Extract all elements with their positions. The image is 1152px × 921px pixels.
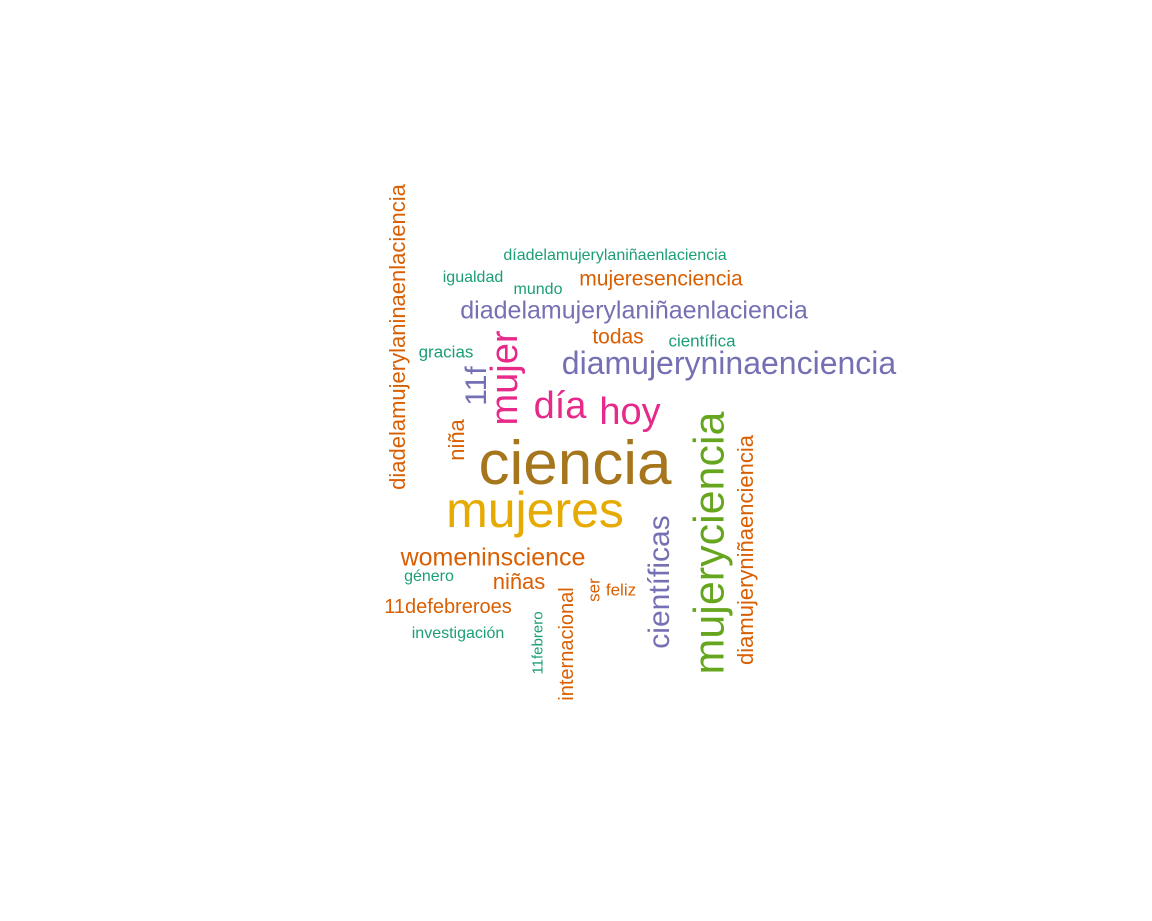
word-genero: género — [404, 568, 454, 585]
word-11febrero: 11febrero — [529, 611, 547, 675]
word-nina: niña — [444, 419, 469, 461]
word-diadelamujerylaninaenlaciencia-teal: díadelamujerylaniñaenlaciencia — [503, 247, 727, 264]
word-mujeryciencia: mujeryciencia — [685, 411, 734, 675]
word-feliz: feliz — [605, 580, 637, 600]
word-womeninscience: womeninscience — [400, 543, 586, 572]
word-internacional: internacional — [556, 587, 578, 701]
word-diadelamujerylaninaenlaciencia-purple: diadelamujerylaniñaenlaciencia — [460, 296, 808, 325]
word-diamujeryninaenciencia: diamujeryninaenciencia — [561, 345, 897, 381]
word-mundo: mundo — [513, 281, 563, 298]
word-gracias: gracias — [418, 342, 474, 362]
word-investigacion: investigación — [411, 625, 505, 642]
word-mujeres: mujeres — [446, 482, 624, 538]
word-mujeresenciencia: mujeresenciencia — [579, 267, 743, 291]
word-diamujeryninaenciencia-orange: diamujeryniñaenciencia — [733, 435, 758, 665]
word-cientifica: científica — [668, 331, 736, 351]
word-hoy: hoy — [599, 391, 661, 433]
word-cientificas: científicas — [643, 515, 676, 649]
word-ninas: niñas — [492, 569, 546, 594]
word-igualdad: igualdad — [442, 269, 504, 286]
word-todas: todas — [592, 325, 644, 349]
word-11defebreroes: 11defebreroes — [384, 596, 512, 618]
word-dia: día — [533, 385, 587, 427]
word-ser: ser — [584, 578, 604, 602]
word-diadelamujerylaninaenlaciencia-orange: diadelamujerylaninaenlaciencia — [385, 184, 410, 490]
word-11f: 11f — [460, 366, 493, 406]
word-ciencia: ciencia — [478, 429, 672, 498]
